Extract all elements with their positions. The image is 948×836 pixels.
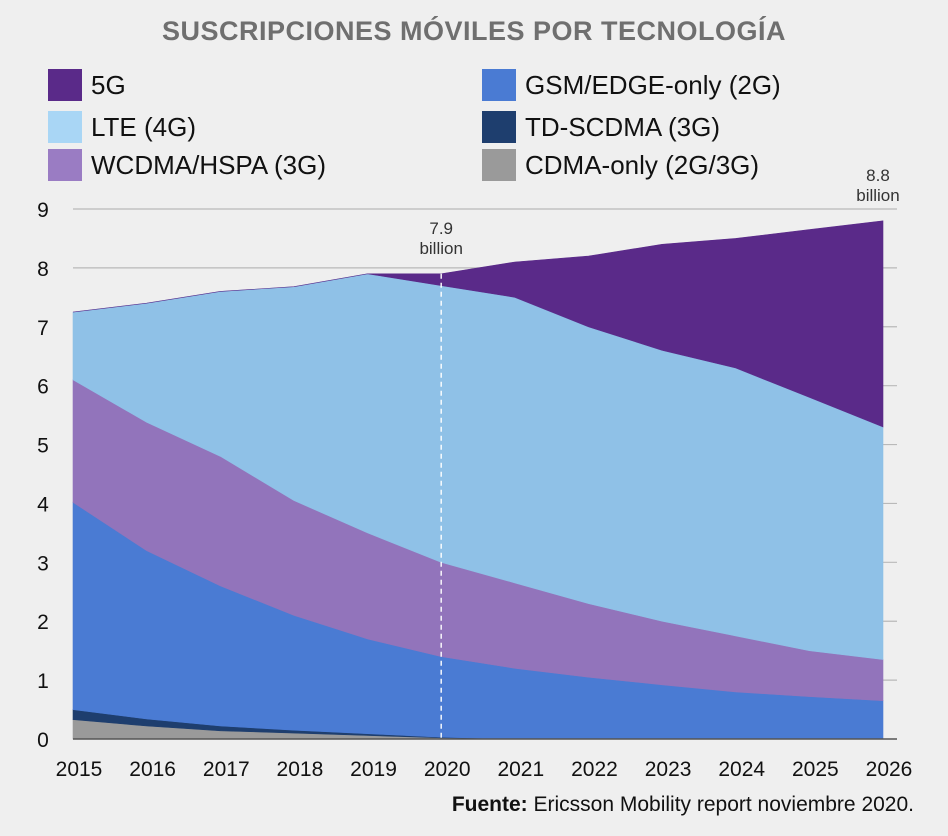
y-tick-label: 3 — [37, 552, 49, 575]
y-axis: 0 1 2 3 4 5 6 7 8 9 — [37, 199, 49, 752]
legend-swatch-wcdma — [48, 149, 82, 181]
x-tick-label: 2018 — [277, 758, 324, 781]
legend-swatch-tdscdma — [482, 111, 516, 143]
area-layers — [72, 220, 884, 740]
area-5g — [72, 220, 884, 428]
legend-label-gsm: GSM/EDGE-only (2G) — [525, 69, 781, 100]
x-tick-label: 2016 — [129, 758, 176, 781]
x-tick-label: 2024 — [718, 758, 765, 781]
legend-item-tdscdma: TD-SCDMA (3G) — [482, 110, 720, 144]
legend-swatch-gsm — [482, 69, 516, 101]
x-tick-label: 2021 — [497, 758, 544, 781]
x-tick-label: 2026 — [866, 758, 913, 781]
x-tick-label: 2022 — [571, 758, 618, 781]
x-tick-label: 2023 — [645, 758, 692, 781]
legend-label-tdscdma: TD-SCDMA (3G) — [525, 111, 720, 142]
y-tick-label: 2 — [37, 611, 49, 634]
chart-title: SUSCRIPCIONES MÓVILES POR TECNOLOGÍA — [161, 16, 787, 46]
annotation-unit-0: billion — [419, 239, 462, 258]
legend-label-lte: LTE (4G) — [91, 111, 196, 142]
source-text: Ericsson Mobility report noviembre 2020. — [527, 793, 914, 816]
legend-swatch-lte — [48, 111, 82, 143]
legend-label-wcdma: WCDMA/HSPA (3G) — [91, 149, 326, 180]
x-tick-label: 2025 — [792, 758, 839, 781]
annotation-value-1: 8.8 — [866, 166, 890, 185]
legend-item-wcdma: WCDMA/HSPA (3G) — [48, 148, 326, 182]
legend-item-gsm: GSM/EDGE-only (2G) — [482, 68, 781, 102]
x-tick-label: 2017 — [203, 758, 250, 781]
legend-item-cdma: CDMA-only (2G/3G) — [482, 148, 759, 182]
y-tick-label: 0 — [37, 729, 49, 752]
source-footer: Fuente: Ericsson Mobility report noviemb… — [452, 793, 914, 817]
x-tick-label: 2020 — [424, 758, 471, 781]
legend-item-lte: LTE (4G) — [48, 110, 196, 144]
legend-swatch-cdma — [482, 149, 516, 181]
y-tick-label: 8 — [37, 258, 49, 281]
legend-label-cdma: CDMA-only (2G/3G) — [525, 149, 760, 180]
x-axis: 2015 2016 2017 2018 2019 2020 2021 2022 2023 2024… — [56, 738, 913, 781]
legend-swatch-5g — [48, 69, 82, 101]
y-tick-label: 1 — [37, 670, 49, 693]
y-tick-label: 5 — [37, 435, 49, 458]
y-tick-label: 7 — [37, 317, 49, 340]
legend-item-5g: 5G — [48, 68, 126, 102]
y-tick-label: 6 — [37, 376, 49, 399]
legend-label-5g: 5G — [91, 69, 126, 100]
x-tick-label: 2019 — [350, 758, 397, 781]
annotation-unit-1: billion — [856, 186, 899, 205]
source-label: Fuente: — [451, 793, 528, 816]
annotation-value-0: 7.9 — [429, 219, 453, 238]
y-tick-label: 9 — [37, 199, 49, 222]
y-tick-label: 4 — [37, 493, 49, 516]
x-tick-label: 2015 — [56, 758, 103, 781]
